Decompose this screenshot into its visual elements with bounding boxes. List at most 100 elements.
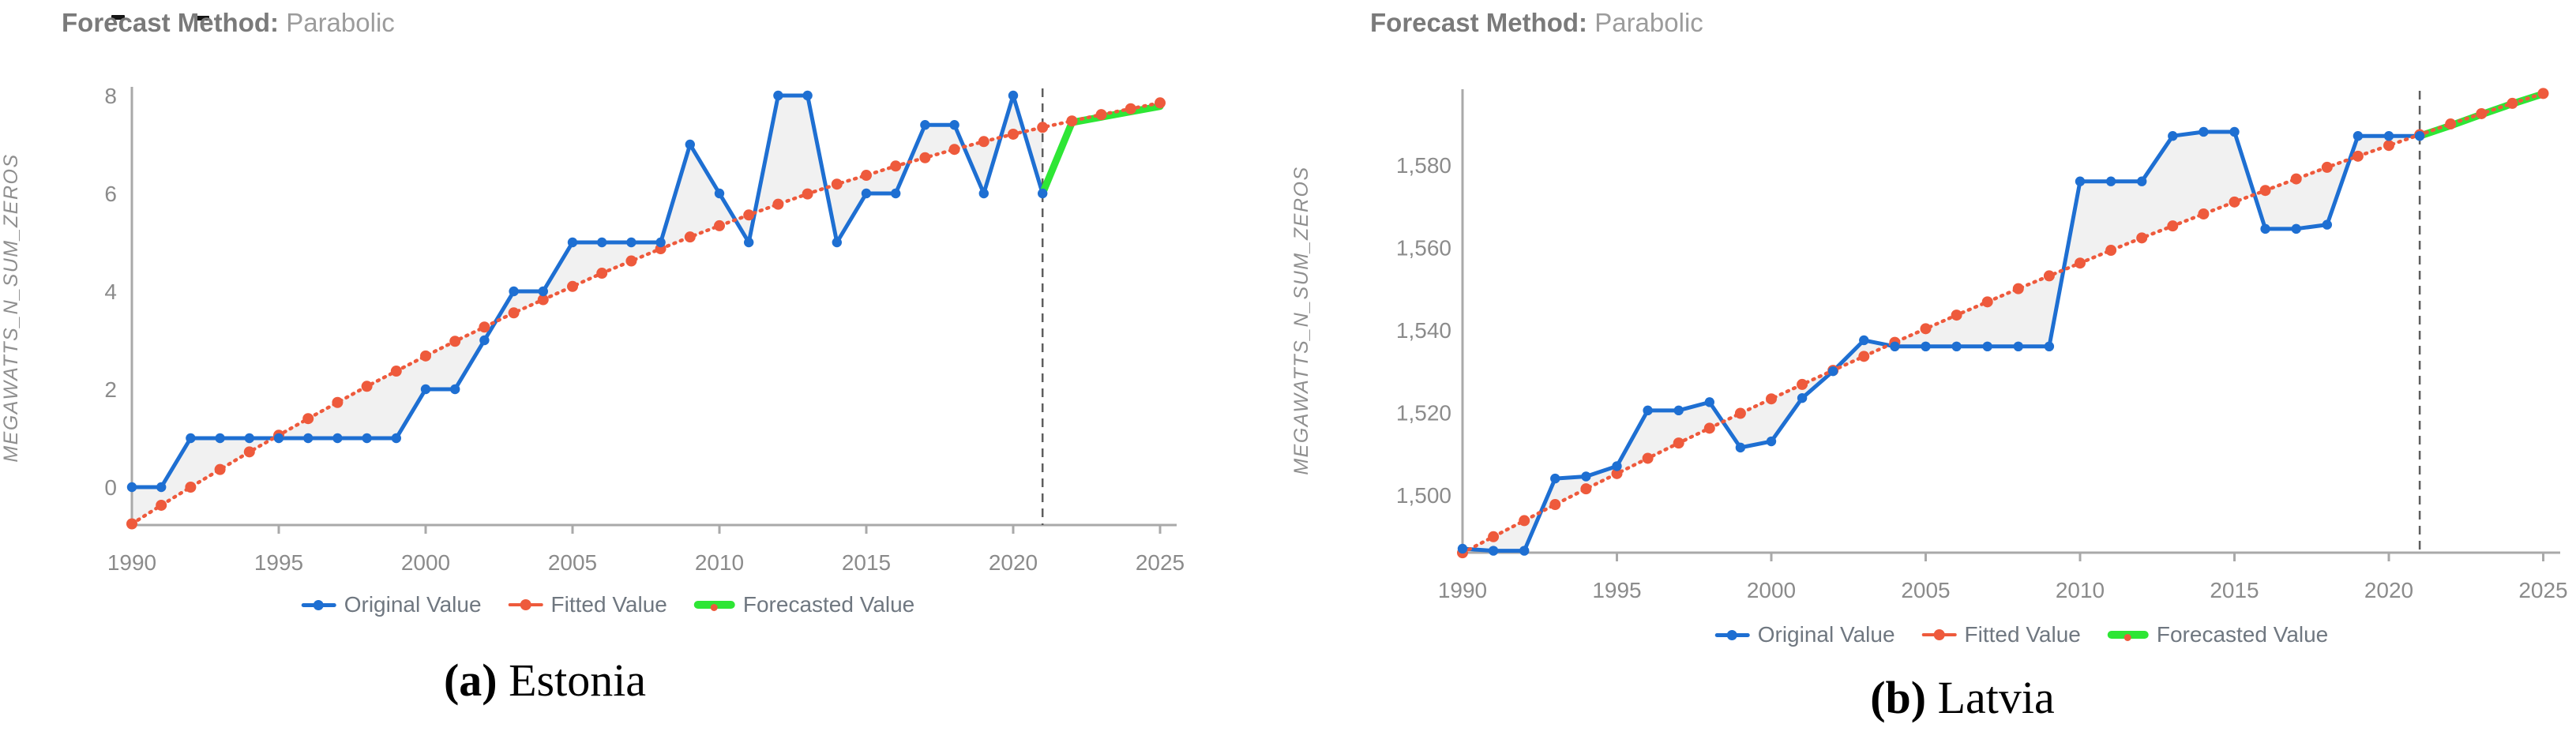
fitted-point: [479, 321, 490, 333]
fitted-point: [1519, 515, 1530, 527]
fitted-point: [596, 268, 608, 279]
fitted-point: [390, 366, 402, 377]
legend-label: Forecasted Value: [742, 592, 915, 617]
fitted-point: [126, 518, 137, 530]
original-point: [978, 188, 989, 199]
fitted-value-marker-icon: [508, 598, 543, 612]
legend-item-forecasted: Forecasted Value: [693, 592, 915, 617]
original-point: [420, 384, 431, 395]
x-tick-label: 2025: [2518, 578, 2567, 602]
x-tick-label: 2005: [1901, 578, 1950, 602]
original-line: [1462, 129, 2420, 553]
legend-latvia: Original Value Fitted Value Forecasted V…: [1714, 622, 2328, 647]
original-point: [126, 482, 137, 493]
fitted-point: [2075, 257, 2086, 269]
fitted-point: [1155, 97, 1166, 109]
fitted-point: [684, 231, 696, 243]
x-tick-label: 2005: [548, 550, 597, 575]
fitted-point: [1008, 128, 1019, 140]
original-point: [1982, 341, 1992, 352]
original-point: [1766, 436, 1777, 447]
original-point: [2260, 223, 2270, 234]
x-tick-label: 1990: [107, 550, 156, 575]
original-point: [802, 90, 813, 101]
original-point: [2322, 219, 2332, 230]
fitted-point: [1920, 323, 1932, 335]
forecasted-value-marker-icon: [693, 598, 735, 612]
fitted-point: [1703, 422, 1715, 434]
x-tick-label: 2020: [989, 550, 1038, 575]
fitted-point: [1981, 296, 1993, 308]
deviation-band: [1463, 131, 2420, 553]
original-point: [1859, 335, 1869, 346]
original-markers: [1457, 126, 2425, 556]
original-point: [2199, 126, 2209, 137]
fitted-line: [1460, 92, 2545, 555]
y-tick-label: 4: [104, 279, 117, 304]
original-point: [891, 188, 901, 199]
legend-label: Fitted Value: [550, 592, 667, 617]
fitted-point: [2352, 150, 2364, 162]
fitted-point: [978, 136, 989, 148]
original-point: [244, 433, 254, 444]
fitted-point: [2321, 161, 2333, 173]
fitted-point: [1066, 115, 1078, 127]
fitted-point: [2012, 283, 2024, 294]
chart-estonia: 1990 1995 2000 2005 2010 2015 2020 2025 0 2 4 6 8: [104, 84, 1185, 575]
x-tick-label: 1995: [1592, 578, 1641, 602]
legend-label: Original Value: [344, 592, 482, 617]
x-tick-label: 2010: [695, 550, 744, 575]
crop-artifact: [196, 16, 209, 21]
fitted-point: [332, 396, 344, 408]
original-point: [2291, 223, 2301, 234]
fitted-point: [1673, 437, 1684, 449]
fitted-point: [1611, 467, 1623, 479]
original-point: [2383, 131, 2394, 141]
forecast-method-label: Forecast Method:: [1370, 8, 1588, 37]
original-point: [1038, 188, 1048, 199]
legend-item-original: Original Value: [301, 592, 482, 617]
original-point: [1735, 442, 1746, 453]
original-point: [2044, 341, 2055, 352]
original-point: [2414, 131, 2425, 141]
original-point: [1890, 341, 1900, 352]
original-point: [450, 384, 460, 395]
original-point: [2013, 341, 2023, 352]
y-axis-label: MEGAWATTS_N_SUM_ZEROS: [1290, 166, 1312, 475]
original-point: [391, 433, 401, 444]
caption-index: (b): [1870, 672, 1927, 723]
original-point: [1581, 471, 1591, 482]
original-point: [1488, 546, 1499, 556]
legend-item-fitted: Fitted Value: [1921, 622, 2081, 647]
original-point: [1612, 461, 1622, 471]
caption-index: (a): [443, 655, 498, 706]
fitted-point: [185, 482, 197, 493]
fitted-point: [1549, 499, 1561, 511]
original-point: [186, 433, 196, 444]
fitted-point: [1797, 378, 1808, 390]
original-line: [132, 93, 1045, 490]
fitted-point: [2290, 173, 2302, 185]
fitted-point: [831, 178, 843, 190]
y-tick-label: 1,560: [1396, 235, 1451, 260]
fitted-point: [2105, 245, 2117, 257]
legend-item-fitted: Fitted Value: [508, 592, 667, 617]
original-point: [714, 188, 725, 199]
x-tick-label: 2015: [2210, 578, 2259, 602]
original-markers: [126, 90, 1048, 493]
fitted-point: [1734, 407, 1746, 419]
fitted-point: [537, 294, 549, 306]
original-point: [949, 120, 959, 130]
fitted-point: [625, 255, 637, 267]
legend-item-original: Original Value: [1714, 622, 1895, 647]
caption-name: Latvia: [1937, 672, 2055, 723]
fitted-line: [130, 101, 1162, 526]
fitted-point: [567, 280, 578, 292]
y-tick-label: 1,580: [1396, 153, 1451, 178]
original-point: [303, 433, 314, 444]
forecast-method-header-a: Forecast Method: Parabolic: [62, 8, 395, 38]
original-point: [920, 120, 930, 130]
fitted-point: [2476, 107, 2488, 119]
y-tick-label: 6: [104, 182, 117, 206]
